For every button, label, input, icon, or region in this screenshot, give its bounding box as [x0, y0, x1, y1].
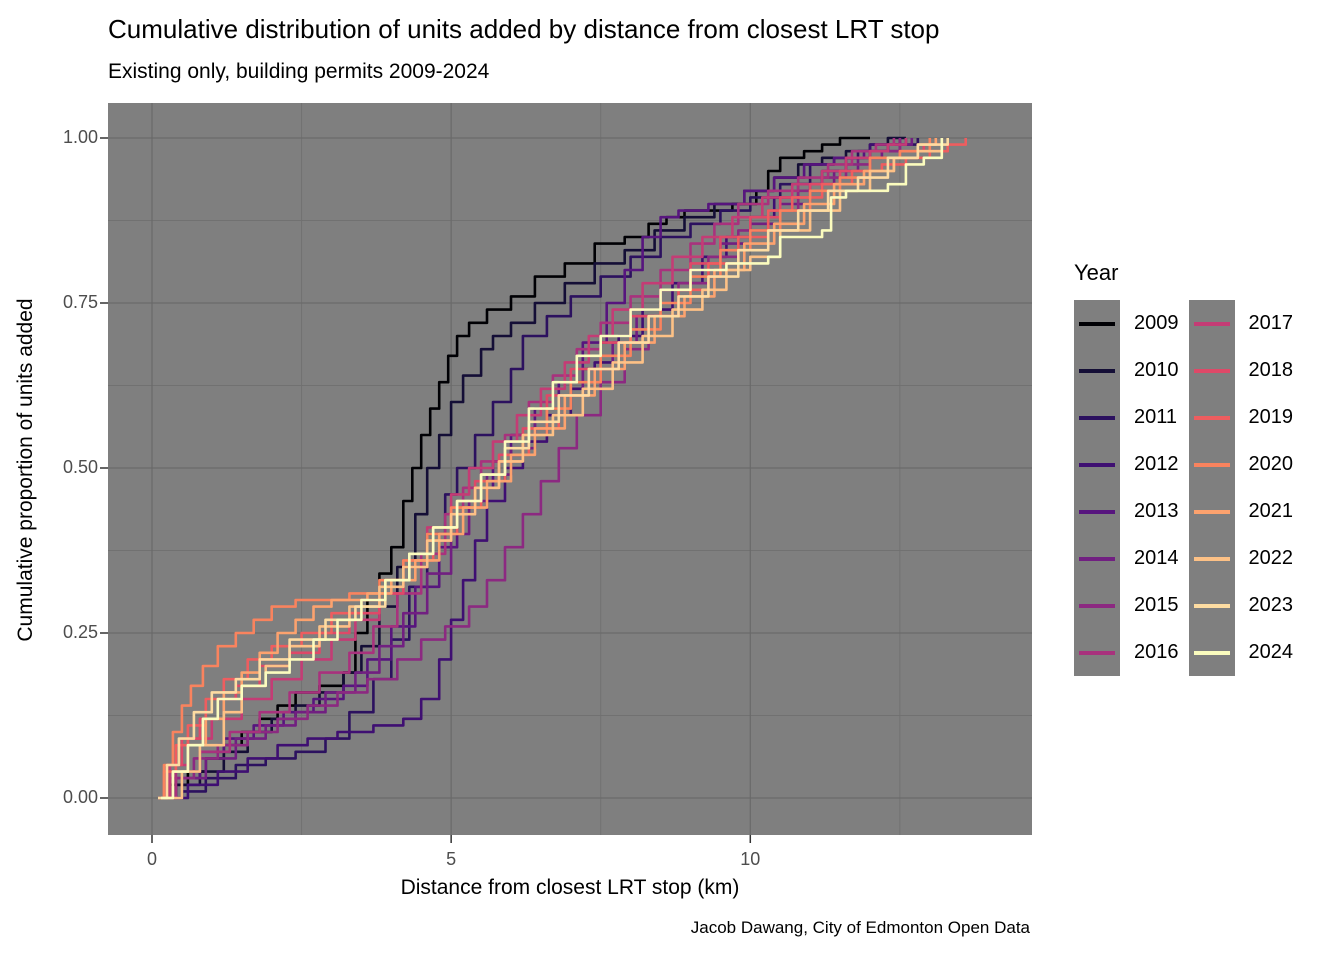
legend-entry-2022: 2022	[1188, 535, 1294, 582]
x-axis-title: Distance from closest LRT stop (km)	[400, 876, 740, 899]
legend-key	[1188, 535, 1235, 582]
legend-key-line	[1193, 603, 1230, 608]
legend-key-line	[1193, 415, 1230, 420]
chart-title: Cumulative distribution of units added b…	[108, 14, 940, 44]
legend-key	[1074, 535, 1120, 582]
legend-entry-2019: 2019	[1188, 394, 1294, 441]
y-tick-label: 0.00	[62, 787, 98, 807]
legend-entry-label: 2020	[1248, 453, 1294, 475]
legend-key	[1074, 629, 1120, 676]
legend-key-line	[1079, 415, 1115, 420]
legend-entry-2012: 2012	[1074, 441, 1179, 488]
legend-entry-label: 2024	[1248, 641, 1294, 663]
legend-entry-2018: 2018	[1188, 347, 1294, 394]
legend-entry-label: 2018	[1248, 359, 1294, 381]
legend-entry-label: 2016	[1134, 641, 1179, 663]
legend-key	[1188, 488, 1235, 535]
legend-entry-2020: 2020	[1188, 441, 1294, 488]
legend-entry-label: 2009	[1134, 312, 1179, 334]
legend-key	[1074, 300, 1120, 347]
legend-key-line	[1193, 462, 1230, 467]
legend-entry-2016: 2016	[1074, 629, 1179, 676]
series-line-2012	[164, 138, 902, 800]
legend-entry-label: 2011	[1134, 406, 1178, 428]
panel-background	[108, 103, 1032, 835]
legend-column: 2017 2018 2019 2020 2021 2022 2023 2024	[1188, 300, 1294, 676]
x-tick-label: 0	[146, 849, 157, 869]
legend-entry-label: 2012	[1134, 453, 1179, 475]
series-line-2024	[161, 138, 944, 800]
legend-entry-label: 2019	[1248, 406, 1294, 428]
legend: Year 2009 2010 2011 2012 2013 2014 2015 2016 201…	[1074, 260, 1293, 676]
legend-entry-2009: 2009	[1074, 300, 1179, 347]
legend-entry-2011: 2011	[1074, 394, 1179, 441]
legend-entry-2021: 2021	[1188, 488, 1294, 535]
legend-key-line	[1193, 556, 1230, 561]
legend-entry-2017: 2017	[1188, 300, 1294, 347]
legend-key	[1074, 488, 1120, 535]
legend-key-line	[1079, 556, 1115, 561]
legend-key-line	[1079, 321, 1115, 326]
legend-key-line	[1193, 368, 1230, 373]
legend-entry-2010: 2010	[1074, 347, 1179, 394]
legend-columns: 2009 2010 2011 2012 2013 2014 2015 2016 2017 2018…	[1074, 300, 1293, 676]
series-line-2017	[158, 138, 908, 800]
legend-entry-label: 2014	[1134, 547, 1179, 569]
legend-entry-label: 2010	[1134, 359, 1179, 381]
legend-key	[1074, 394, 1120, 441]
legend-entry-label: 2013	[1134, 500, 1179, 522]
legend-key-line	[1193, 509, 1230, 514]
legend-key-line	[1193, 650, 1230, 655]
panel-content	[108, 103, 1032, 835]
legend-title: Year	[1074, 260, 1119, 285]
legend-column: 2009 2010 2011 2012 2013 2014 2015 2016	[1074, 300, 1179, 676]
legend-key	[1188, 582, 1235, 629]
legend-key-line	[1079, 603, 1115, 608]
y-tick-label: 1.00	[62, 127, 98, 147]
legend-entry-label: 2015	[1134, 594, 1179, 616]
y-tick-label: 0.75	[62, 292, 98, 312]
legend-entry-2015: 2015	[1074, 582, 1179, 629]
legend-key-line	[1079, 650, 1115, 655]
y-tick-label: 0.25	[62, 622, 98, 642]
legend-entry-2024: 2024	[1188, 629, 1294, 676]
legend-key	[1188, 441, 1235, 488]
legend-entry-label: 2017	[1248, 312, 1294, 334]
legend-key	[1188, 300, 1235, 347]
legend-key-line	[1079, 509, 1115, 514]
legend-entry-2023: 2023	[1188, 582, 1294, 629]
legend-key	[1074, 582, 1120, 629]
chart-subtitle: Existing only, building permits 2009-202…	[108, 60, 490, 83]
legend-key-line	[1079, 368, 1115, 373]
legend-key-line	[1193, 321, 1230, 326]
legend-key	[1188, 629, 1235, 676]
legend-entry-2014: 2014	[1074, 535, 1179, 582]
legend-entry-2013: 2013	[1074, 488, 1179, 535]
legend-entry-label: 2021	[1248, 500, 1294, 522]
series-line-2011	[164, 138, 920, 800]
legend-key	[1188, 394, 1235, 441]
series-line-2021	[161, 138, 938, 800]
legend-key	[1074, 441, 1120, 488]
legend-entry-label: 2022	[1248, 547, 1294, 569]
legend-key	[1188, 347, 1235, 394]
y-tick-label: 0.50	[62, 457, 98, 477]
legend-key-line	[1079, 462, 1115, 467]
caption: Jacob Dawang, City of Edmonton Open Data	[690, 918, 1030, 937]
legend-entry-label: 2023	[1248, 594, 1294, 616]
legend-key	[1074, 347, 1120, 394]
x-tick-label: 10	[740, 849, 761, 869]
x-tick-label: 5	[446, 849, 457, 869]
